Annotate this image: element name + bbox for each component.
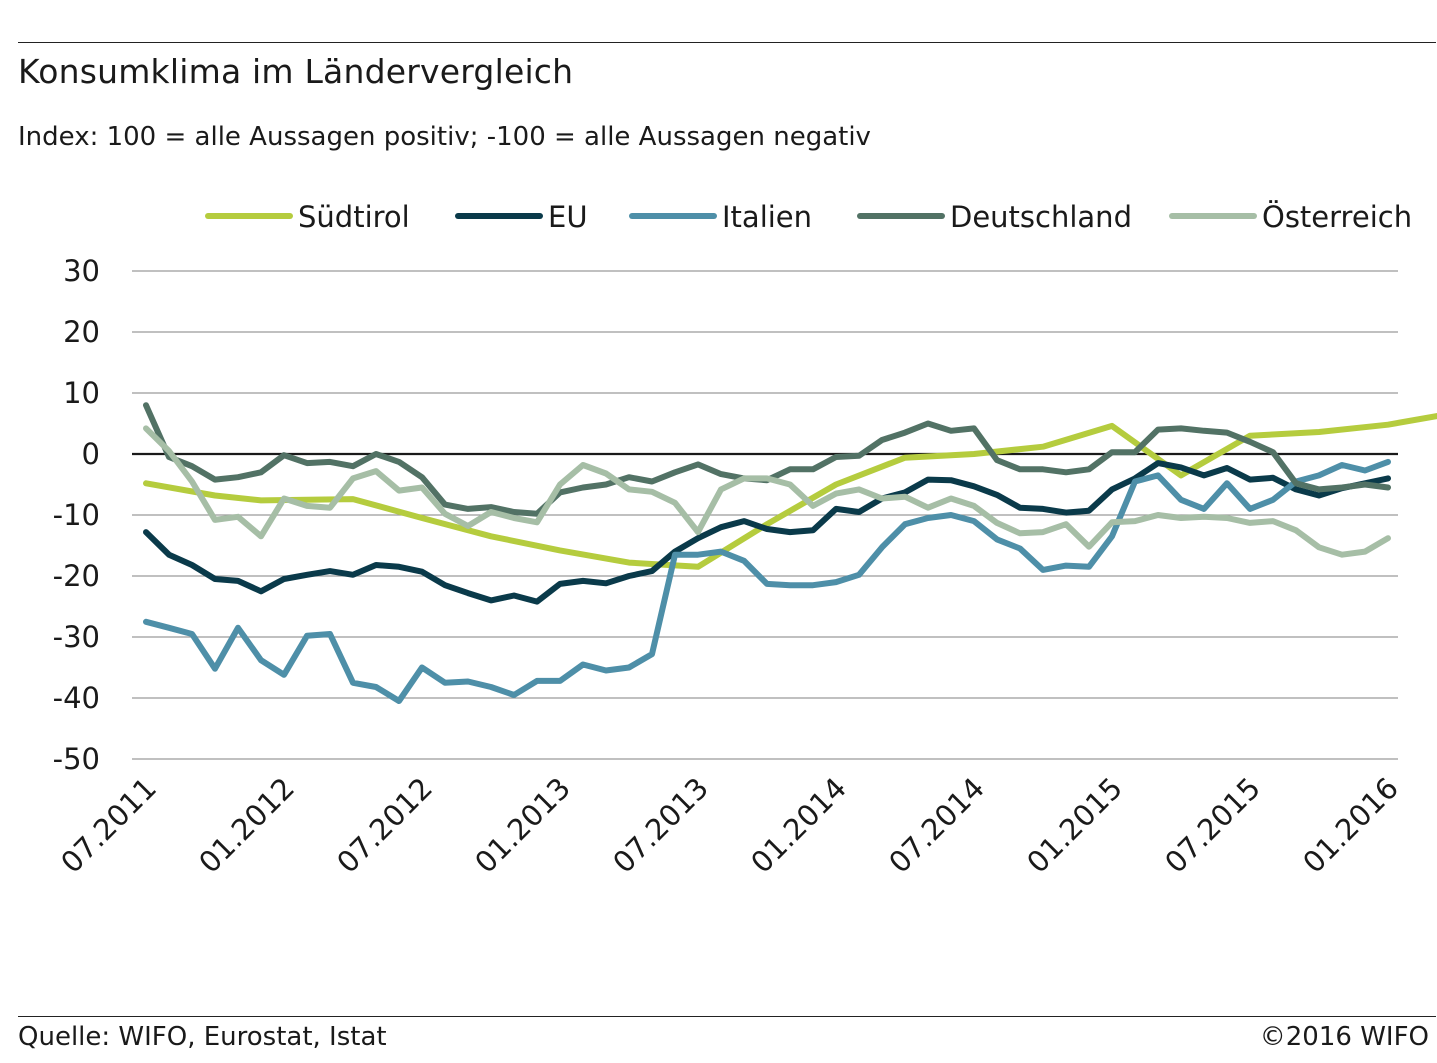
series-line-italien [143, 458, 1391, 704]
x-tick-label: 01.2014 [744, 771, 853, 880]
x-tick-label: 01.2013 [468, 771, 577, 880]
x-tick-label: 01.2016 [1296, 771, 1405, 880]
x-tick-label: 07.2012 [330, 771, 439, 880]
series-lines [143, 402, 1437, 704]
x-tick-labels: 07.2011 01.2012 07.2012 01.2013 07.2013 01.20… [54, 771, 1405, 880]
x-tick-label: 07.2014 [882, 771, 991, 880]
y-tick-label: -10 [53, 498, 100, 532]
y-tick-label: 0 [82, 437, 100, 471]
x-tick-label: 01.2015 [1020, 771, 1129, 880]
legend-label: EU [548, 200, 588, 234]
y-tick-label: -50 [53, 742, 100, 776]
y-tick-label: -40 [53, 681, 100, 715]
x-tick-label: 07.2013 [606, 771, 715, 880]
legend-label: Österreich [1262, 200, 1412, 234]
series-line-südtirol [143, 412, 1437, 570]
top-rule [18, 42, 1436, 43]
x-tick-label: 01.2012 [192, 771, 301, 880]
chart-subtitle: Index: 100 = alle Aussagen positiv; -100… [18, 122, 871, 152]
source-note: Quelle: WIFO, Eurostat, Istat [18, 1022, 387, 1052]
bottom-rule [18, 1016, 1436, 1017]
copyright-note: ©2016 WIFO [1259, 1022, 1429, 1052]
series-line-österreich [143, 425, 1391, 558]
x-tick-label: 07.2015 [1158, 771, 1267, 880]
legend-label: Südtirol [298, 200, 410, 234]
legend-label: Italien [722, 200, 812, 234]
legend: Südtirol EU Italien Deutschland Österreich [205, 200, 1412, 234]
y-tick-label: -30 [53, 620, 100, 654]
y-tick-label: 20 [63, 315, 100, 349]
x-tick-label: 07.2011 [54, 771, 163, 880]
y-tick-labels: 30 20 10 0 -10 -20 -30 -40 -50 [53, 254, 100, 776]
y-tick-label: 30 [63, 254, 100, 288]
legend-label: Deutschland [950, 200, 1132, 234]
y-tick-label: -20 [53, 559, 100, 593]
chart-title: Konsumklima im Ländervergleich [18, 52, 574, 91]
series-line-eu [143, 460, 1391, 605]
y-tick-label: 10 [63, 376, 100, 410]
